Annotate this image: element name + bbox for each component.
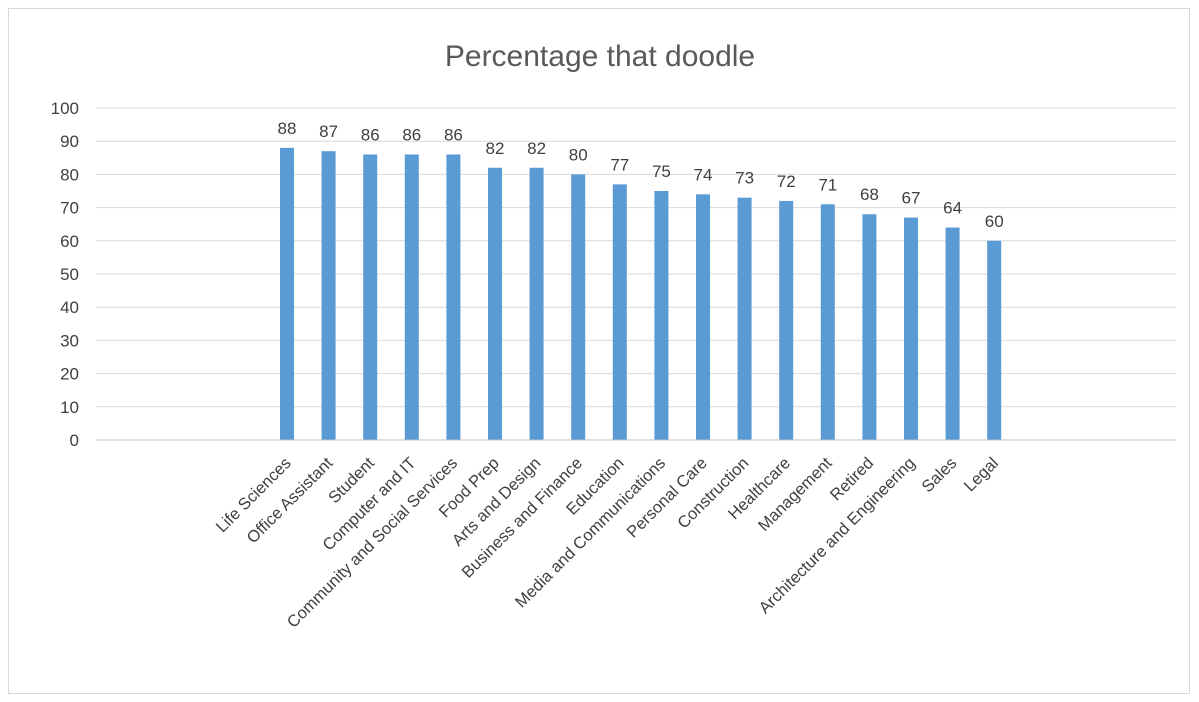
data-label: 86 <box>402 125 421 144</box>
y-tick-label: 100 <box>51 99 79 118</box>
data-label: 82 <box>527 139 546 158</box>
bar <box>529 167 544 440</box>
bar <box>280 147 294 440</box>
chart-title: Percentage that doodle <box>445 40 755 73</box>
data-label: 75 <box>652 162 671 181</box>
data-label: 68 <box>860 185 879 204</box>
bar <box>987 240 1002 440</box>
y-tick-label: 80 <box>60 165 79 184</box>
data-label: 86 <box>444 125 463 144</box>
y-tick-label: 90 <box>60 132 79 151</box>
y-tick-label: 10 <box>60 398 79 417</box>
category-label: Legal <box>961 454 1002 495</box>
bar <box>571 174 586 440</box>
data-label: 82 <box>486 139 505 158</box>
bar <box>321 151 336 440</box>
data-label: 80 <box>569 145 588 164</box>
bar <box>945 227 960 440</box>
y-tick-label: 20 <box>60 365 79 384</box>
y-axis-tick-labels: 0 10 20 30 40 50 60 70 80 90 100 <box>51 99 79 450</box>
bar <box>779 200 794 440</box>
bar <box>404 154 419 441</box>
data-label: 67 <box>902 189 921 208</box>
bar <box>862 214 877 440</box>
bar <box>363 154 378 441</box>
category-label: Sales <box>919 454 961 496</box>
bar <box>904 217 918 440</box>
y-tick-label: 60 <box>60 232 79 251</box>
y-tick-label: 0 <box>70 431 79 450</box>
data-label: 71 <box>818 175 837 194</box>
gridlines <box>96 107 1176 408</box>
y-tick-label: 40 <box>60 298 79 317</box>
bar <box>737 197 752 440</box>
data-label: 87 <box>319 122 338 141</box>
data-label: 64 <box>943 199 962 218</box>
data-label: 73 <box>735 169 754 188</box>
data-labels: 88 87 86 86 86 82 82 80 77 75 74 73 72 71 68 67 64 60 <box>278 119 1004 231</box>
data-label: 88 <box>278 119 297 138</box>
data-label: 60 <box>985 212 1004 231</box>
bars <box>280 147 1002 441</box>
data-label: 74 <box>694 165 713 184</box>
bar <box>612 184 627 440</box>
bar <box>488 167 502 440</box>
y-tick-label: 70 <box>60 199 79 218</box>
data-label: 86 <box>361 125 380 144</box>
data-label: 72 <box>777 172 796 191</box>
bar <box>696 194 710 440</box>
bar <box>446 154 461 441</box>
y-tick-label: 30 <box>60 331 79 350</box>
data-label: 77 <box>610 155 629 174</box>
bar <box>654 191 669 440</box>
bar <box>820 204 835 440</box>
category-label: Management <box>755 454 836 535</box>
y-tick-label: 50 <box>60 265 79 284</box>
